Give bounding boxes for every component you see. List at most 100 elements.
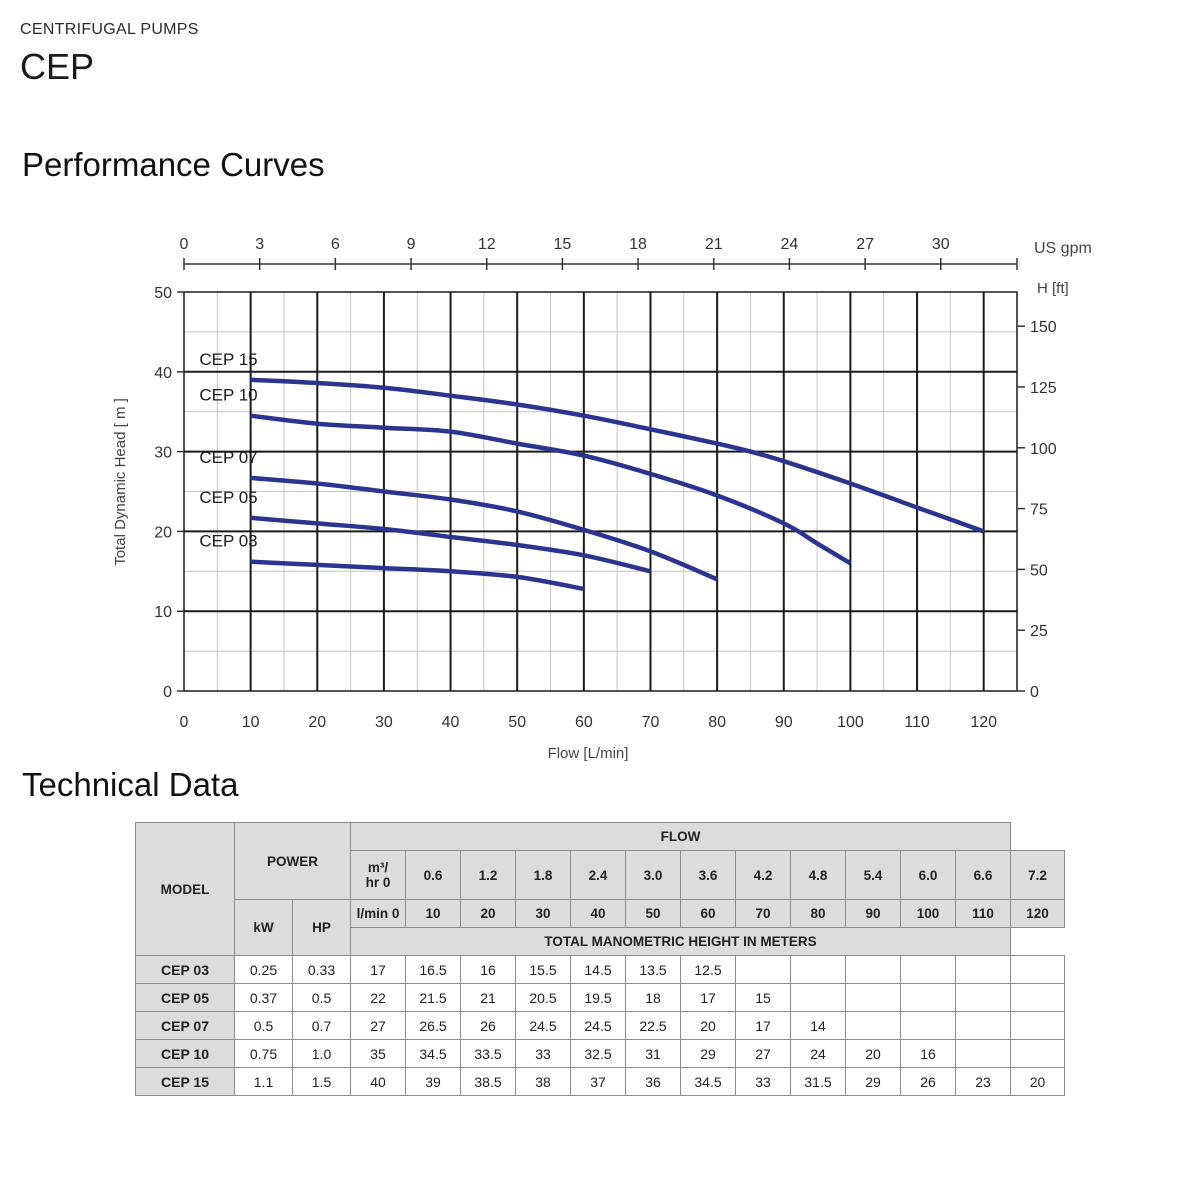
right-tick-label: 125 [1030,380,1057,397]
head-value-cell: 12.5 [680,955,737,984]
flow-lmin-cell: 120 [1010,899,1065,928]
y-axis-ticks: 0 10 20 30 40 50 [154,285,184,701]
head-value-cell: 20 [680,1011,737,1040]
head-value-cell: 29 [845,1067,902,1096]
y-tick-label: 40 [154,365,172,382]
head-value-cell: 24.5 [515,1011,572,1040]
head-value-cell [1010,955,1065,984]
head-value-cell [900,1011,957,1040]
head-value-cell: 24 [790,1039,847,1068]
chart-minor-grid [184,292,1017,691]
y-tick-label: 20 [154,524,172,541]
top-tick-label: 21 [705,236,723,253]
y-tick-label: 10 [154,604,172,621]
kw-cell: 0.25 [234,955,293,984]
head-value-cell: 20.5 [515,983,572,1012]
head-value-cell: 24.5 [570,1011,627,1040]
tmh-header: TOTAL MANOMETRIC HEIGHT IN METERS [350,927,1012,956]
chart-axes [183,291,1018,692]
flow-m3-cell: 4.8 [790,850,847,900]
hp-cell: 0.33 [291,955,352,984]
head-value-cell: 21.5 [405,983,462,1012]
x-tick-label: 10 [242,714,260,731]
head-value-cell: 13.5 [625,955,682,984]
series-line [250,377,985,534]
kw-cell: 0.75 [234,1039,293,1068]
head-value-cell: 16 [900,1039,957,1068]
head-value-cell: 37 [570,1067,627,1096]
lmin-unit-cell: l/min 0 [350,899,407,928]
table-row: CEP 05 0.37 0.5 22 21.5 21 20.5 19.5 18 17 15 [135,983,1065,1012]
m3-unit-zero: hr 0 [365,875,391,890]
flow-m3-cell: 3.6 [680,850,737,900]
series-label: CEP 05 [199,488,257,507]
top-tick-label: 27 [856,236,874,253]
x-tick-label: 70 [642,714,660,731]
head-value-cell: 26 [900,1067,957,1096]
flow-m3-cell: 1.8 [515,850,572,900]
flow-m3-cell: 6.0 [900,850,957,900]
head-value-cell: 39 [405,1067,462,1096]
head-value-cell: 19.5 [570,983,627,1012]
m3-unit-cell: m³/hr 0 [350,850,407,900]
head-value-cell: 26.5 [405,1011,462,1040]
flow-lmin-cell: 90 [845,899,902,928]
chart-major-grid [184,292,1017,691]
head-value-cell [845,983,902,1012]
head-value-cell: 34.5 [680,1067,737,1096]
head-value-cell [955,955,1012,984]
series-label: CEP 10 [199,386,257,405]
flow-lmin-cell: 30 [515,899,572,928]
head-value-cell: 26 [460,1011,517,1040]
top-tick-label: 6 [331,236,340,253]
series-line [250,559,585,592]
product-category: CENTRIFUGAL PUMPS [20,21,199,38]
head-value-cell [790,983,847,1012]
model-name-cell: CEP 15 [135,1067,235,1096]
head-value-cell [1010,983,1065,1012]
right-tick-label: 75 [1030,502,1048,519]
head-value-cell [900,983,957,1012]
table-row: CEP 07 0.5 0.7 27 26.5 26 24.5 24.5 22.5 20 17 14 [135,1011,1065,1040]
head-value-cell: 22.5 [625,1011,682,1040]
flow-m3-cell: 3.0 [625,850,682,900]
top-tick-label: 15 [553,236,571,253]
hp-cell: 0.5 [291,983,352,1012]
plot-frame [183,291,1018,692]
head-value-cell: 23 [955,1067,1012,1096]
head-value-cell: 14.5 [570,955,627,984]
head-value-cell: 15 [735,983,792,1012]
top-tick-label: 9 [407,236,416,253]
head-value-cell: 31 [625,1039,682,1068]
head-value-cell: 38 [515,1067,572,1096]
head-value-cell: 33.5 [460,1039,517,1068]
top-axis-label: US gpm [1034,240,1092,257]
head-value-cell: 16 [460,955,517,984]
head-value-cell: 32.5 [570,1039,627,1068]
head-value-cell [735,955,792,984]
head-value-cell: 40 [350,1067,407,1096]
flow-m3-cell: 6.6 [955,850,1012,900]
head-value-cell: 20 [1010,1067,1065,1096]
head-value-cell: 29 [680,1039,737,1068]
right-tick-label: 25 [1030,623,1048,640]
right-tick-label: 150 [1030,319,1057,336]
right-tick-label: 0 [1030,684,1039,701]
head-value-cell: 14 [790,1011,847,1040]
head-value-cell: 36 [625,1067,682,1096]
head-value-cell [955,1011,1012,1040]
series-line [250,413,852,566]
model-name-cell: CEP 10 [135,1039,235,1068]
flow-m3-cell: 0.6 [405,850,462,900]
right-tick-label: 50 [1030,562,1048,579]
hp-header: HP [291,899,352,956]
table-row: CEP 10 0.75 1.0 35 34.5 33.5 33 32.5 31 29 27 24 20 1… [135,1039,1065,1068]
series-label: CEP 07 [199,448,257,467]
y-axis-label: Total Dynamic Head [ m ] [112,398,129,566]
table-row: CEP 03 0.25 0.33 17 16.5 16 15.5 14.5 13.5 12.5 [135,955,1065,984]
head-value-cell [1010,1039,1065,1068]
flow-lmin-cell: 70 [735,899,792,928]
flow-lmin-cell: 80 [790,899,847,928]
x-tick-label: 30 [375,714,393,731]
x-tick-label: 90 [775,714,793,731]
